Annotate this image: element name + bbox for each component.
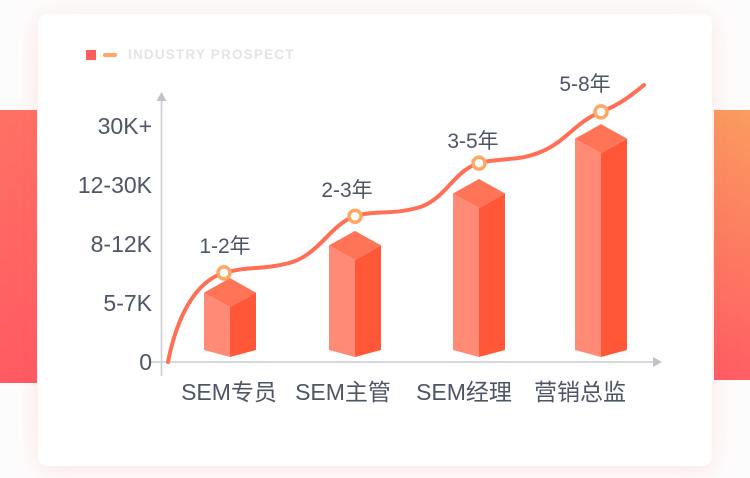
experience-label: 2-3年 (321, 179, 372, 202)
y-tick-label: 0 (139, 349, 152, 375)
trend-curve (166, 83, 646, 364)
trend-marker (216, 265, 232, 281)
chart-legend: INDUSTRY PROSPECT (86, 47, 295, 62)
bar-top-face (204, 278, 256, 308)
legend-line-marker-icon (103, 52, 117, 57)
experience-label: 3-5年 (447, 130, 498, 153)
bar-right-face (601, 138, 627, 357)
y-tick-label: 5-7K (103, 290, 152, 316)
category-label: SEM主管 (295, 379, 391, 405)
bar-top-face (575, 124, 627, 154)
bar-right-face (355, 245, 381, 357)
bar-left-face (453, 193, 479, 357)
legend-square-marker-icon (86, 49, 96, 60)
category-label: SEM经理 (416, 379, 512, 405)
y-tick-label: 12-30K (78, 172, 153, 198)
x-axis-arrow-icon (653, 357, 662, 367)
y-tick-label: 30K+ (98, 113, 152, 139)
bar-top-face (453, 179, 505, 209)
bar-left-face (575, 138, 601, 357)
category-label: 营销总监 (534, 379, 626, 405)
left-accent-ribbon (0, 110, 37, 383)
right-accent-ribbon (714, 110, 750, 380)
bar-right-face (479, 193, 505, 357)
bar-top-face (329, 230, 381, 260)
bar-right-face (230, 292, 256, 357)
y-axis-arrow-icon (156, 92, 167, 101)
bar-left-face (329, 245, 355, 357)
category-label: SEM专员 (181, 379, 277, 405)
bar-left-face (204, 292, 230, 357)
trend-marker (347, 208, 363, 225)
legend-title: INDUSTRY PROSPECT (128, 47, 295, 62)
experience-label: 5-8年 (559, 73, 610, 96)
experience-label: 1-2年 (199, 235, 250, 258)
y-tick-label: 8-12K (91, 231, 153, 257)
trend-marker (471, 155, 487, 171)
trend-marker (593, 104, 609, 120)
